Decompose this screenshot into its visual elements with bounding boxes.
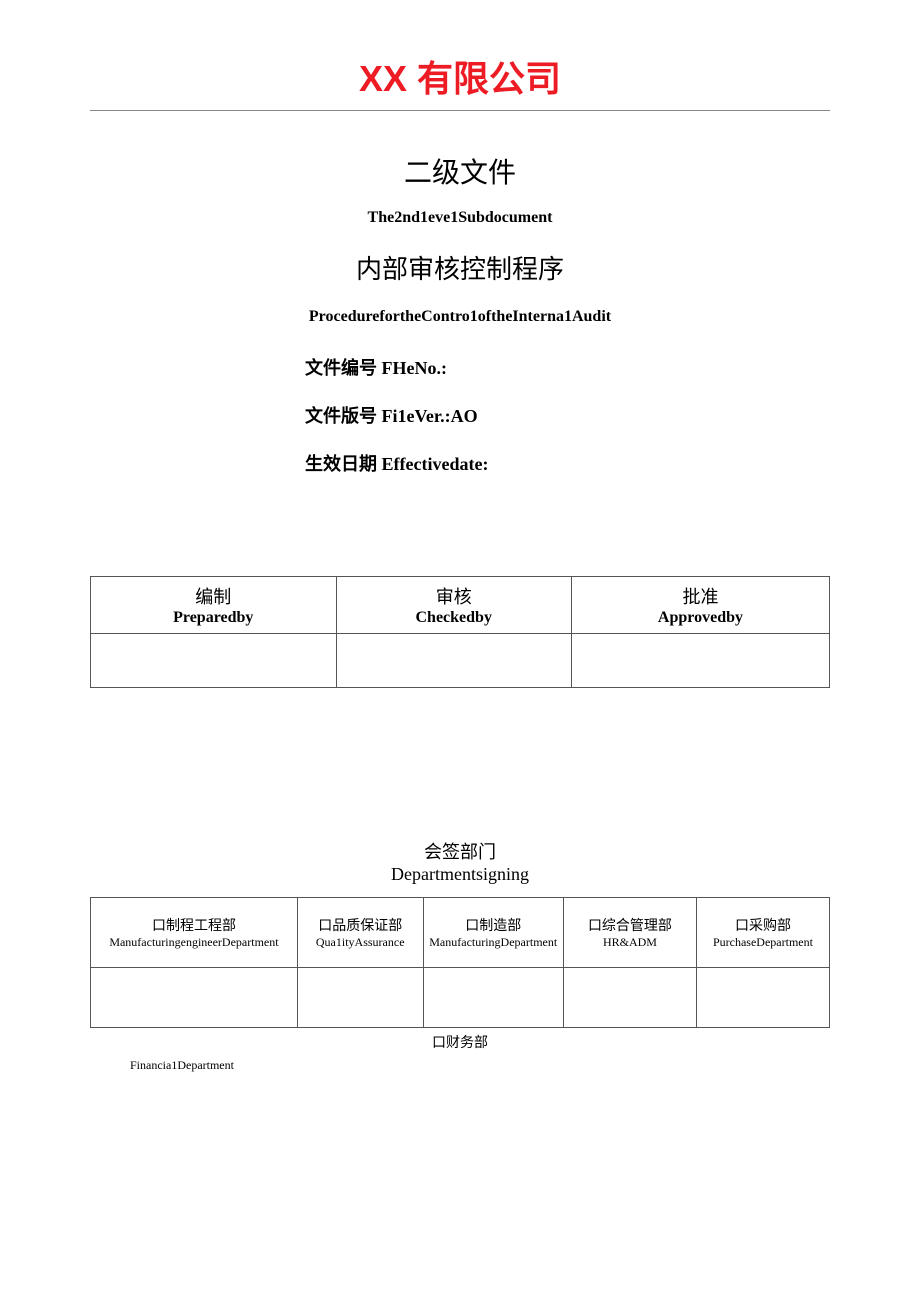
approval-empty-row (91, 634, 830, 688)
dept-table: 口制程工程部 ManufacturingengineerDepartment 口… (90, 897, 830, 1028)
dept-1-en: ManufacturingengineerDepartment (93, 935, 295, 950)
dept-col-3: 口制造部 ManufacturingDepartment (423, 898, 563, 968)
dept-col-1: 口制程工程部 ManufacturingengineerDepartment (91, 898, 298, 968)
company-title: XX 有限公司 (90, 50, 830, 102)
approval-prepared-cn: 编制 (97, 583, 330, 609)
signing-title-en: Departmentsigning (90, 864, 830, 885)
approval-prepared-en: Preparedby (97, 609, 330, 627)
dept-4-cn: 口综合管理部 (566, 915, 694, 935)
header-divider (90, 110, 830, 111)
meta-file-ver: 文件版号 Fi1eVer.:AO (305, 402, 830, 428)
dept-4-en: HR&ADM (566, 935, 694, 950)
approval-approved-en: Approvedby (578, 609, 823, 627)
dept-empty-2 (297, 968, 423, 1028)
approval-checked-cn: 审核 (343, 583, 565, 609)
dept-empty-4 (563, 968, 696, 1028)
dept-empty-5 (696, 968, 829, 1028)
approval-header-row: 编制 Preparedby 审核 Checkedby 批准 Approvedby (91, 577, 830, 634)
dept-empty-3 (423, 968, 563, 1028)
doc-title-en: ProcedurefortheContro1oftheInterna1Audit (90, 308, 830, 326)
dept-col-2: 口品质保证部 Qua1ityAssurance (297, 898, 423, 968)
dept-5-en: PurchaseDepartment (699, 935, 827, 950)
dept-2-en: Qua1ityAssurance (300, 935, 421, 950)
dept-5-cn: 口采购部 (699, 915, 827, 935)
signing-title-cn: 会签部门 (90, 838, 830, 864)
approval-empty-checked (336, 634, 571, 688)
dept-3-cn: 口制造部 (426, 915, 561, 935)
meta-file-no: 文件编号 FHeNo.: (305, 354, 830, 380)
doc-level-cn: 二级文件 (90, 151, 830, 191)
approval-table: 编制 Preparedby 审核 Checkedby 批准 Approvedby (90, 576, 830, 688)
meta-block: 文件编号 FHeNo.: 文件版号 Fi1eVer.:AO 生效日期 Effec… (305, 354, 830, 476)
financial-en: Financia1Department (130, 1058, 830, 1073)
approval-checked-en: Checkedby (343, 609, 565, 627)
dept-header-row: 口制程工程部 ManufacturingengineerDepartment 口… (91, 898, 830, 968)
dept-empty-row (91, 968, 830, 1028)
doc-level-en: The2nd1eve1Subdocument (90, 209, 830, 227)
dept-empty-1 (91, 968, 298, 1028)
approval-col-approved: 批准 Approvedby (571, 577, 829, 634)
meta-effective-date: 生效日期 Effectivedate: (305, 450, 830, 476)
approval-col-checked: 审核 Checkedby (336, 577, 571, 634)
dept-2-cn: 口品质保证部 (300, 915, 421, 935)
approval-empty-prepared (91, 634, 337, 688)
approval-empty-approved (571, 634, 829, 688)
approval-col-prepared: 编制 Preparedby (91, 577, 337, 634)
doc-title-cn: 内部审核控制程序 (90, 249, 830, 286)
financial-cn: 口财务部 (90, 1032, 830, 1052)
approval-approved-cn: 批准 (578, 583, 823, 609)
dept-col-5: 口采购部 PurchaseDepartment (696, 898, 829, 968)
dept-col-4: 口综合管理部 HR&ADM (563, 898, 696, 968)
dept-3-en: ManufacturingDepartment (426, 935, 561, 950)
dept-1-cn: 口制程工程部 (93, 915, 295, 935)
